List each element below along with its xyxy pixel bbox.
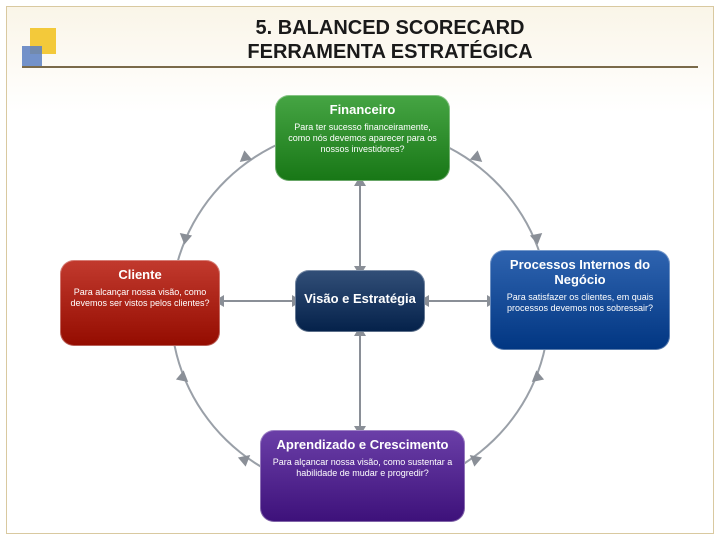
- node-title: Processos Internos do Negócio: [498, 258, 662, 288]
- bsc-diagram: Financeiro Para ter sucesso financeirame…: [60, 85, 660, 515]
- node-cliente: Cliente Para alcançar nossa visão, como …: [60, 260, 220, 346]
- node-desc: Para ter sucesso financeiramente, como n…: [283, 122, 442, 156]
- node-financeiro: Financeiro Para ter sucesso financeirame…: [275, 95, 450, 181]
- accent-logo: [22, 28, 62, 68]
- node-title: Financeiro: [283, 103, 442, 118]
- node-processos-internos: Processos Internos do Negócio Para satis…: [490, 250, 670, 350]
- arrow-center-right: [428, 300, 488, 302]
- node-title: Visão e Estratégia: [304, 292, 416, 307]
- arrow-center-bottom: [359, 335, 361, 427]
- node-aprendizado: Aprendizado e Crescimento Para alçancar …: [260, 430, 465, 522]
- accent-square-blue: [22, 46, 42, 66]
- page-title: 5. BALANCED SCORECARD FERRAMENTA ESTRATÉ…: [120, 16, 660, 64]
- arrow-center-top: [359, 185, 361, 267]
- header-divider: [22, 66, 698, 68]
- title-line-1: 5. BALANCED SCORECARD: [120, 16, 660, 40]
- arrow-center-left: [223, 300, 293, 302]
- node-title: Aprendizado e Crescimento: [268, 438, 457, 453]
- slide-background: 5. BALANCED SCORECARD FERRAMENTA ESTRATÉ…: [0, 0, 720, 540]
- node-visao-estrategia: Visão e Estratégia: [295, 270, 425, 332]
- node-title: Cliente: [68, 268, 212, 283]
- node-desc: Para satisfazer os clientes, em quais pr…: [498, 292, 662, 315]
- node-desc: Para alçancar nossa visão, como sustenta…: [268, 457, 457, 480]
- title-line-2: FERRAMENTA ESTRATÉGICA: [120, 40, 660, 64]
- node-desc: Para alcançar nossa visão, como devemos …: [68, 287, 212, 310]
